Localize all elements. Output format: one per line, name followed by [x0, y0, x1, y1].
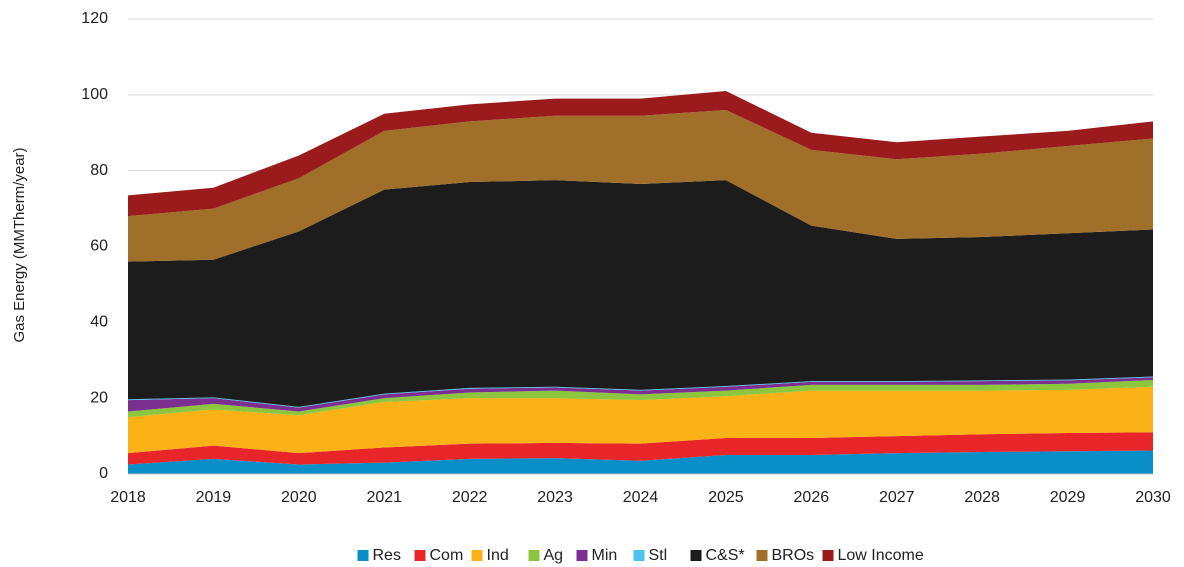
legend-swatch — [414, 550, 426, 561]
legend-swatch — [471, 550, 483, 561]
legend-swatch — [756, 550, 768, 561]
x-tick-label: 2021 — [366, 489, 402, 506]
y-tick-label: 100 — [81, 86, 108, 103]
y-tick-label: 0 — [99, 465, 108, 482]
legend-label: Low Income — [838, 547, 924, 564]
x-tick-label: 2025 — [708, 489, 744, 506]
legend-swatch — [690, 550, 702, 561]
legend-label: Ind — [487, 547, 509, 564]
area — [128, 91, 1153, 217]
area — [128, 377, 1153, 412]
area — [128, 379, 1153, 418]
y-tick-label: 40 — [90, 314, 108, 331]
x-tick-label: 2019 — [196, 489, 232, 506]
x-tick-label: 2028 — [964, 489, 1000, 506]
legend-swatch — [357, 550, 369, 561]
x-tick-label: 2024 — [623, 489, 659, 506]
x-tick-label: 2020 — [281, 489, 317, 506]
x-tick-label: 2022 — [452, 489, 488, 506]
legend-swatch — [822, 550, 834, 561]
y-axis-label: Gas Energy (MMTherm/year) — [11, 147, 28, 342]
x-tick-label: 2027 — [879, 489, 915, 506]
area — [128, 450, 1153, 474]
y-tick-label: 60 — [90, 238, 108, 255]
legend-label: Stl — [649, 547, 668, 564]
y-tick-label: 80 — [90, 162, 108, 179]
legend-swatch — [633, 550, 645, 561]
x-tick-label: 2023 — [537, 489, 573, 506]
legend-label: Min — [592, 547, 618, 564]
legend-label: Ag — [544, 547, 564, 564]
area — [128, 180, 1153, 407]
legend-swatch — [528, 550, 540, 561]
x-tick-label: 2030 — [1135, 489, 1171, 506]
area — [128, 386, 1153, 454]
x-tick-label: 2029 — [1050, 489, 1086, 506]
legend-label: C&S* — [706, 547, 745, 564]
legend-swatch — [576, 550, 588, 561]
y-tick-label: 20 — [90, 389, 108, 406]
legend-label: Res — [373, 547, 401, 564]
area — [128, 110, 1153, 262]
legend-label: Com — [430, 547, 464, 564]
area — [128, 432, 1153, 465]
x-tick-label: 2018 — [110, 489, 146, 506]
y-tick-label: 120 — [81, 10, 108, 27]
x-tick-label: 2026 — [794, 489, 830, 506]
legend-label: BROs — [772, 547, 815, 564]
